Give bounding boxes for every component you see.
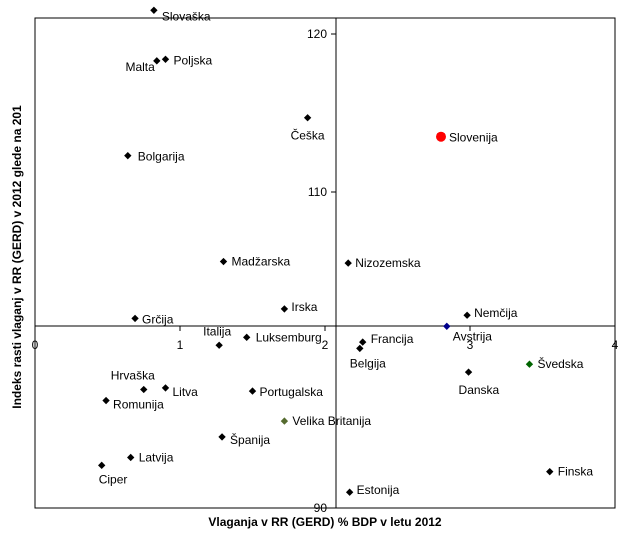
- point-label-19: Litva: [173, 385, 199, 399]
- point-label-8: Irska: [291, 300, 317, 314]
- x-tick-label: 0: [32, 338, 39, 352]
- x-tick-label: 1: [177, 338, 184, 352]
- x-tick-label: 4: [612, 338, 619, 352]
- y-tick-label: 110: [308, 185, 327, 199]
- tick-labels: 0 1 2 3 4 90 110 120: [32, 27, 619, 515]
- point-label-22: Velika Britanija: [292, 414, 371, 428]
- data-point-16: [525, 360, 534, 368]
- data-point-18: [140, 385, 148, 394]
- point-label-9: Nemčija: [474, 306, 518, 320]
- data-point-26: [546, 467, 554, 476]
- data-point-25: [98, 461, 106, 470]
- data-point-27: [345, 488, 354, 496]
- data-point-15: [356, 344, 364, 353]
- point-label-12: Luksemburg: [256, 330, 322, 344]
- data-point-14: [215, 341, 223, 349]
- point-label-26: Finska: [558, 465, 594, 479]
- data-point-21: [102, 396, 110, 405]
- x-tick-label: 3: [467, 338, 474, 352]
- data-point-23: [218, 433, 226, 441]
- point-label-24: Latvija: [139, 450, 174, 464]
- point-label-4: Slovenija: [449, 131, 498, 145]
- point-labels: Slovaška Malta Poljska Češka Slovenija Bolgar…: [99, 9, 594, 497]
- axes: [34, 18, 616, 509]
- y-axis-label: Indeks rasti vlaganj v RR (GERD) v 2012 …: [10, 105, 24, 409]
- data-point-17: [464, 368, 473, 376]
- data-point-6: [219, 257, 228, 266]
- point-label-17: Danska: [459, 383, 500, 397]
- point-label-3: Češka: [291, 128, 325, 143]
- data-point-20: [248, 387, 257, 395]
- x-tick-label: 2: [322, 338, 329, 352]
- data-point-22: [280, 417, 289, 425]
- data-point-9: [463, 311, 471, 319]
- data-point-2: [161, 55, 170, 63]
- point-label-27: Estonija: [357, 483, 400, 497]
- point-label-1: Malta: [125, 60, 155, 74]
- data-point-10: [131, 314, 139, 323]
- data-point-12: [243, 333, 251, 342]
- data-point-13: [359, 338, 367, 346]
- point-label-21: Romunija: [113, 398, 164, 412]
- data-point-5: [124, 151, 132, 160]
- point-label-25: Ciper: [99, 472, 128, 486]
- point-label-2: Poljska: [174, 53, 213, 67]
- point-label-16: Švedska: [537, 356, 583, 371]
- data-point-7: [344, 259, 352, 267]
- y-tick-label: 90: [314, 501, 328, 515]
- point-label-6: Madžarska: [232, 255, 291, 269]
- point-label-7: Nizozemska: [355, 256, 421, 270]
- data-point-4: [436, 131, 446, 142]
- data-point-24: [127, 453, 135, 462]
- plot-border: [34, 17, 616, 509]
- data-point-8: [280, 305, 289, 313]
- data-point-19: [161, 384, 170, 392]
- x-axis-label: Vlaganja v RR (GERD) % BDP v letu 2012: [208, 515, 442, 529]
- point-label-13: Francija: [371, 332, 414, 346]
- point-label-0: Slovaška: [162, 9, 211, 23]
- point-label-23: Španija: [230, 432, 270, 447]
- point-label-11: Avstrija: [453, 329, 492, 343]
- point-label-5: Bolgarija: [138, 150, 185, 164]
- point-label-15: Belgija: [350, 356, 386, 370]
- point-label-20: Portugalska: [260, 385, 324, 399]
- data-point-3: [303, 114, 312, 122]
- point-label-14: Italija: [203, 324, 231, 338]
- data-point-11: [443, 322, 451, 330]
- y-tick-label: 120: [307, 27, 327, 41]
- point-label-10: Grčija: [142, 312, 174, 326]
- data-point-0: [150, 6, 158, 14]
- point-label-18: Hrvaška: [111, 369, 155, 383]
- plot-area: [34, 17, 616, 509]
